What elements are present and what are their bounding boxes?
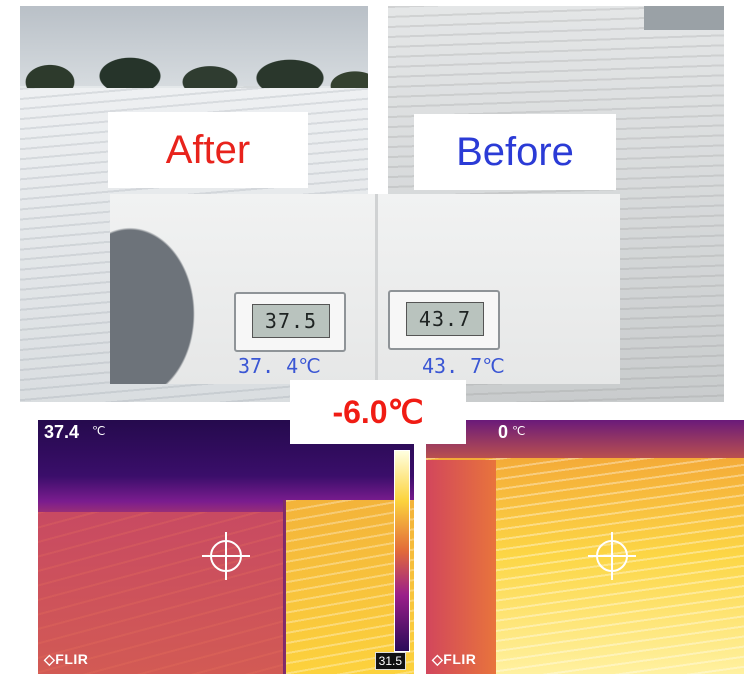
before-thermometer-display: 43.7 <box>406 302 484 336</box>
shadow <box>110 194 230 384</box>
panel-divider <box>375 194 378 384</box>
before-thermal-image: 0 ℃ ◇FLIR <box>426 420 744 674</box>
scale-min-value: 31.5 <box>374 652 406 670</box>
flir-brand: FLIR <box>55 651 89 667</box>
flir-brand: FLIR <box>443 651 477 667</box>
before-reading: 43. 7℃ <box>422 354 505 378</box>
before-thermal-unit: ℃ <box>512 424 526 438</box>
after-label-box: After <box>108 112 308 188</box>
before-thermal-temp: 0 <box>498 422 509 442</box>
thermometer-photo: 37.5 43.7 37. 4℃ 43. 7℃ <box>110 194 620 384</box>
after-reading: 37. 4℃ <box>238 354 321 378</box>
left-edge-region <box>426 460 496 674</box>
roof-edge <box>644 6 724 30</box>
flir-logo-icon: ◇FLIR <box>432 651 477 667</box>
color-scale-bar <box>394 450 410 652</box>
crosshair-icon <box>588 532 636 580</box>
cool-roof-region <box>38 512 288 674</box>
after-thermal-image: 37.4 ℃ ◇FLIR 31.5 <box>38 420 414 674</box>
before-label: Before <box>456 129 574 174</box>
before-thermometer: 43.7 <box>388 290 500 350</box>
after-thermometer-display: 37.5 <box>252 304 330 338</box>
hot-roof-region <box>286 500 414 674</box>
before-label-box: Before <box>414 114 616 190</box>
temperature-difference: -6.0℃ <box>332 394 424 430</box>
difference-label-box: -6.0℃ <box>290 380 466 444</box>
after-thermometer: 37.5 <box>234 292 346 352</box>
crosshair-icon <box>202 532 250 580</box>
after-thermal-temp: 37.4 <box>44 422 80 442</box>
after-label: After <box>165 127 251 172</box>
flir-logo-icon: ◇FLIR <box>44 651 89 667</box>
after-thermal-unit: ℃ <box>92 424 106 438</box>
